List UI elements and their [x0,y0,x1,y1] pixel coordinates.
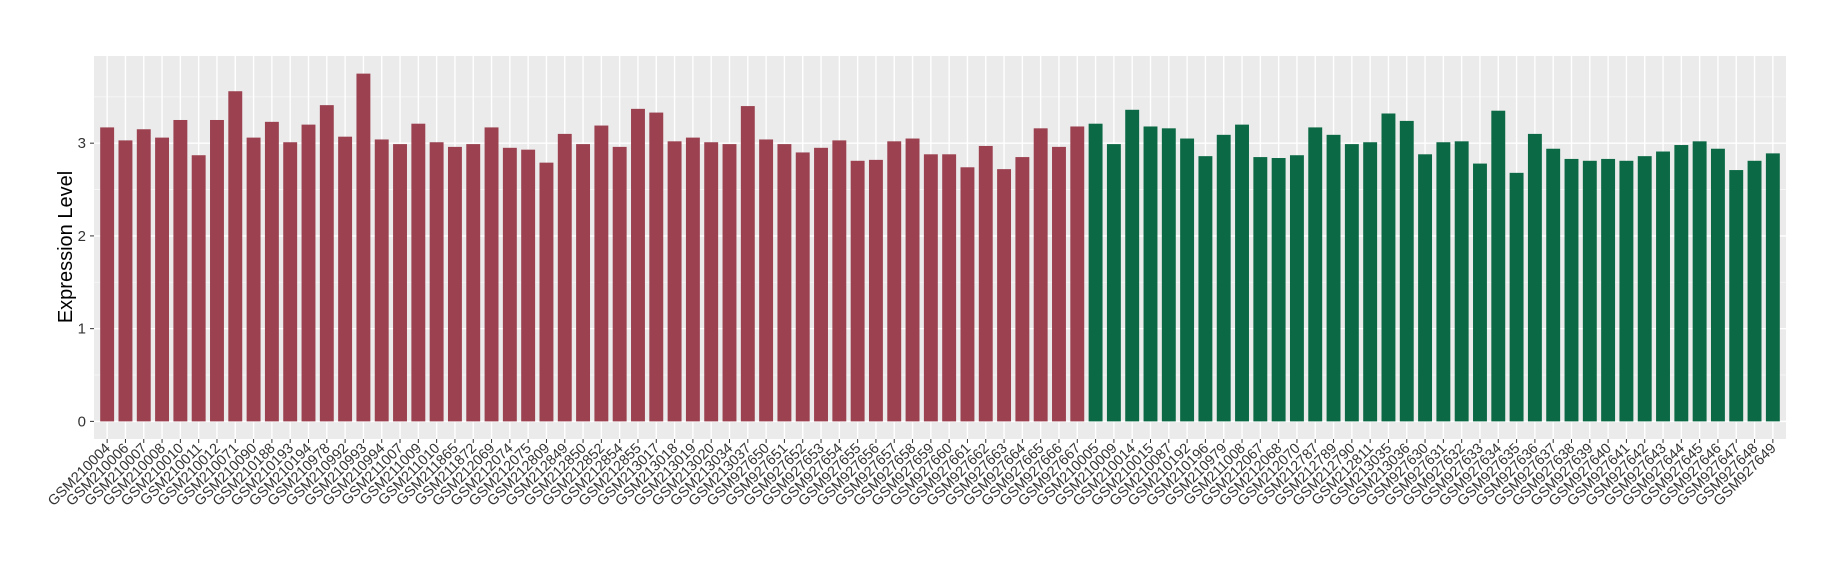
bar [1637,156,1652,422]
bar [1491,110,1506,422]
bar [155,137,170,422]
bar [685,137,700,422]
bar [521,149,536,422]
bar [1692,141,1707,422]
bar [1070,126,1085,422]
bar [1509,172,1524,422]
bar [502,147,517,422]
bar [338,136,353,422]
bar [1363,142,1378,422]
bar [1454,141,1469,422]
bar [1747,160,1762,422]
bar [1326,134,1341,422]
bar [1235,124,1249,422]
bar [1473,163,1487,422]
bar [374,139,389,422]
bar [1088,123,1103,422]
bar [1216,134,1231,422]
bar [814,147,828,422]
bar [905,138,920,422]
bar [1106,144,1121,422]
bar [704,142,719,422]
y-axis-title: Expression Level [55,171,77,323]
bar [631,108,645,422]
bar [887,141,902,422]
bar [411,123,426,422]
bar [283,142,298,422]
bar [1271,158,1286,422]
bar [923,154,938,422]
bar [1729,170,1744,422]
bar [612,146,627,422]
bar [832,140,847,422]
bar [942,154,957,422]
y-tick-label: 2 [78,228,86,245]
bar [136,129,151,422]
bar [1399,120,1414,422]
bar [356,73,371,422]
bar [210,119,224,422]
y-tick-label: 0 [78,413,86,430]
bar [1765,153,1780,422]
bar [740,106,755,422]
bar [1546,148,1561,422]
bar [1180,138,1195,422]
bar [777,144,792,422]
bar [1527,133,1542,422]
bar [1674,145,1689,422]
bar [1253,157,1268,422]
bar [173,119,188,422]
bar [795,152,810,422]
bar [1418,154,1433,422]
bar [539,162,554,422]
bar [264,121,279,422]
bar [319,105,334,422]
bar [978,145,993,422]
bar [484,127,499,422]
bar [118,140,133,422]
bar [246,137,261,422]
bar [228,91,243,422]
bar [1582,160,1597,422]
bar [1656,151,1670,422]
bar [1710,148,1725,422]
bar [429,142,444,422]
bar [466,144,481,422]
bar [1198,156,1213,422]
bar [1436,142,1451,422]
bar [1601,158,1616,422]
bar [1619,160,1634,422]
bar [649,112,664,422]
bar [1289,155,1304,422]
bar [722,144,737,422]
bar [1143,126,1158,422]
bar [301,124,316,422]
bar [1161,128,1176,422]
y-tick-label: 1 [78,321,86,338]
bar [100,127,115,422]
bar [1015,157,1030,422]
bar [868,159,883,422]
bar [960,167,975,422]
bar [1052,146,1066,422]
bar [393,144,407,422]
bar [997,169,1012,422]
bar [1125,109,1140,422]
bar [576,144,591,422]
bar [447,146,462,422]
bar [1564,158,1579,422]
bar [1308,127,1323,422]
bar [1344,144,1359,422]
bar [594,125,609,422]
bar [850,160,865,422]
y-tick-label: 3 [78,135,86,152]
bar [191,155,206,422]
bar [667,141,682,422]
bar [1381,113,1396,422]
bar [759,139,774,422]
bar [557,133,572,422]
bar [1033,128,1048,422]
